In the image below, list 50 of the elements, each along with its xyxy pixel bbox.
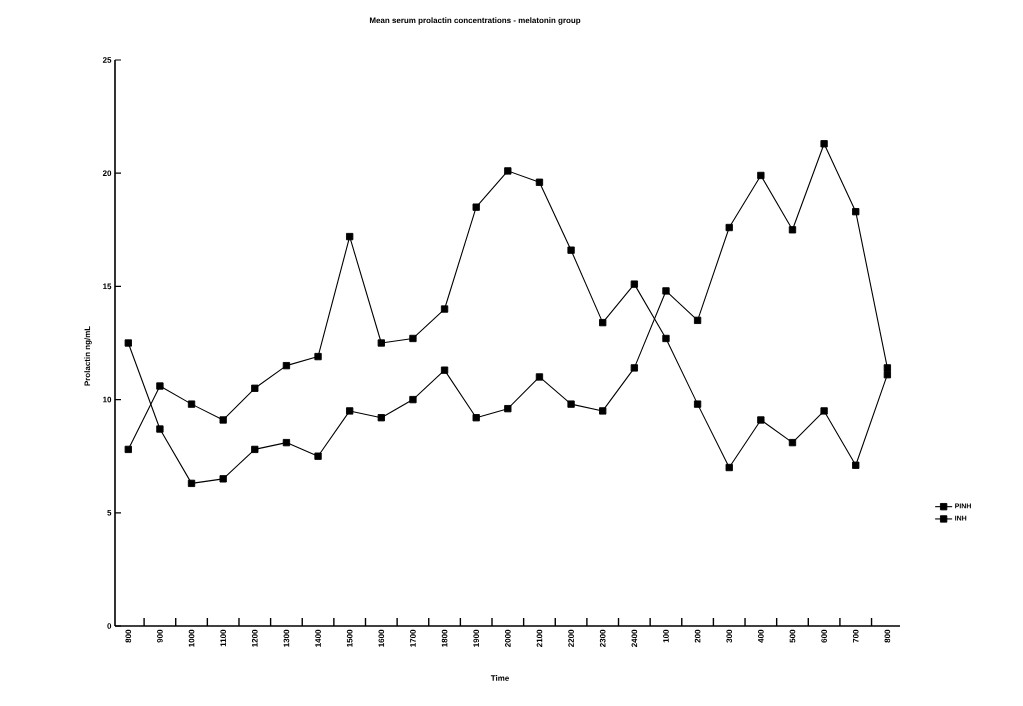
point <box>599 407 607 415</box>
point <box>377 339 385 347</box>
point <box>409 334 417 343</box>
point <box>725 223 733 232</box>
point <box>535 373 544 381</box>
point <box>535 178 544 186</box>
point <box>377 414 385 422</box>
point <box>788 438 797 447</box>
point <box>187 479 196 488</box>
point <box>599 318 607 327</box>
point <box>883 371 892 379</box>
point <box>156 382 164 390</box>
point <box>788 226 797 234</box>
point <box>282 438 291 447</box>
point <box>440 305 449 313</box>
point <box>883 364 892 372</box>
point <box>409 395 417 404</box>
point <box>852 208 860 216</box>
point <box>472 203 480 211</box>
point <box>251 445 259 454</box>
point <box>314 452 322 460</box>
point <box>567 246 575 254</box>
point <box>124 445 132 454</box>
point <box>219 416 227 424</box>
point <box>504 405 512 413</box>
point <box>757 171 765 180</box>
point <box>504 167 512 175</box>
point <box>282 361 291 370</box>
point <box>630 280 638 288</box>
point <box>187 400 196 408</box>
point <box>693 316 702 325</box>
point <box>820 140 828 148</box>
point <box>693 400 702 408</box>
point <box>346 232 354 241</box>
point <box>757 416 765 424</box>
point <box>662 287 670 295</box>
point <box>472 414 480 422</box>
point <box>314 352 322 361</box>
point <box>219 475 227 483</box>
point <box>124 339 132 347</box>
point <box>567 400 575 408</box>
point <box>662 334 670 343</box>
point <box>725 463 733 472</box>
point <box>156 425 164 433</box>
point <box>820 407 828 415</box>
point <box>852 461 860 469</box>
point <box>630 364 638 372</box>
point <box>251 384 259 392</box>
point <box>440 366 449 374</box>
point <box>346 407 354 415</box>
